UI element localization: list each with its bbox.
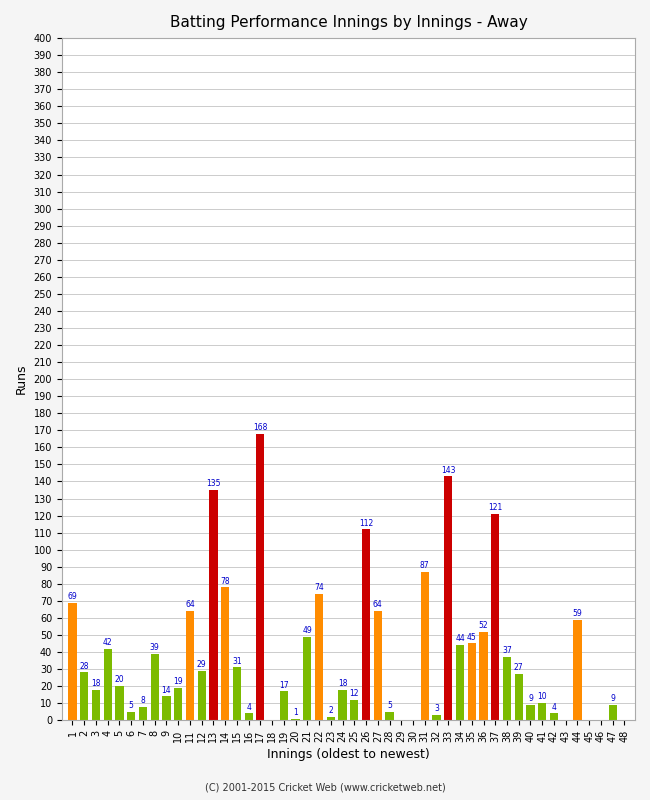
Text: 168: 168	[254, 423, 268, 432]
Text: 37: 37	[502, 646, 512, 655]
Text: 52: 52	[478, 621, 488, 630]
Bar	[350, 700, 358, 720]
Bar	[186, 611, 194, 720]
Text: 143: 143	[441, 466, 456, 474]
Bar	[174, 688, 182, 720]
Title: Batting Performance Innings by Innings - Away: Batting Performance Innings by Innings -…	[170, 15, 527, 30]
Bar	[608, 705, 617, 720]
Text: 59: 59	[573, 609, 582, 618]
Bar	[573, 620, 582, 720]
Bar	[221, 587, 229, 720]
Text: 45: 45	[467, 633, 476, 642]
Bar	[456, 645, 464, 720]
Text: 12: 12	[350, 689, 359, 698]
Bar	[362, 530, 370, 720]
Bar	[68, 602, 77, 720]
Text: 69: 69	[68, 592, 77, 601]
Text: 29: 29	[197, 660, 207, 669]
Bar	[374, 611, 382, 720]
Text: 39: 39	[150, 643, 159, 652]
Bar	[162, 696, 170, 720]
Bar	[491, 514, 499, 720]
Bar	[103, 649, 112, 720]
Text: 64: 64	[373, 600, 383, 610]
Text: 14: 14	[162, 686, 171, 694]
Text: 10: 10	[538, 693, 547, 702]
Bar	[127, 712, 135, 720]
Bar	[115, 686, 124, 720]
Text: 28: 28	[79, 662, 89, 670]
Text: 112: 112	[359, 518, 373, 527]
Bar	[233, 667, 241, 720]
Bar	[526, 705, 534, 720]
Bar	[92, 690, 100, 720]
Text: 4: 4	[552, 702, 556, 712]
Text: 44: 44	[455, 634, 465, 643]
Bar	[385, 712, 394, 720]
Bar	[244, 714, 253, 720]
Text: 31: 31	[232, 657, 242, 666]
Bar	[198, 670, 206, 720]
Text: 18: 18	[91, 679, 101, 688]
Bar	[315, 594, 323, 720]
Bar	[209, 490, 218, 720]
Bar	[432, 715, 441, 720]
Text: 17: 17	[279, 681, 289, 690]
Text: 1: 1	[293, 708, 298, 717]
Bar	[421, 572, 429, 720]
Bar	[80, 673, 88, 720]
Text: 74: 74	[314, 583, 324, 592]
Text: 19: 19	[174, 677, 183, 686]
Bar	[304, 637, 311, 720]
Bar	[151, 654, 159, 720]
Text: 64: 64	[185, 600, 195, 610]
Text: 4: 4	[246, 702, 251, 712]
Text: 42: 42	[103, 638, 112, 647]
Text: 78: 78	[220, 577, 230, 586]
Bar	[291, 718, 300, 720]
Bar	[550, 714, 558, 720]
Bar	[467, 643, 476, 720]
Bar	[444, 476, 452, 720]
Text: 5: 5	[129, 701, 134, 710]
Bar	[515, 674, 523, 720]
Text: 2: 2	[328, 706, 333, 715]
Text: 20: 20	[114, 675, 124, 685]
Text: 87: 87	[420, 561, 430, 570]
Bar	[256, 434, 265, 720]
Text: 49: 49	[302, 626, 312, 635]
Bar	[327, 717, 335, 720]
Bar	[139, 706, 147, 720]
Text: 8: 8	[140, 696, 146, 705]
Y-axis label: Runs: Runs	[15, 364, 28, 394]
Text: 5: 5	[387, 701, 392, 710]
Text: (C) 2001-2015 Cricket Web (www.cricketweb.net): (C) 2001-2015 Cricket Web (www.cricketwe…	[205, 782, 445, 792]
Bar	[503, 657, 511, 720]
Text: 9: 9	[528, 694, 533, 703]
Text: 27: 27	[514, 663, 523, 673]
Bar	[339, 690, 346, 720]
Bar	[480, 631, 488, 720]
Text: 135: 135	[206, 479, 220, 488]
Text: 18: 18	[338, 679, 347, 688]
X-axis label: Innings (oldest to newest): Innings (oldest to newest)	[267, 748, 430, 761]
Text: 121: 121	[488, 503, 502, 512]
Bar	[280, 691, 288, 720]
Text: 9: 9	[610, 694, 615, 703]
Bar	[538, 703, 547, 720]
Text: 3: 3	[434, 705, 439, 714]
